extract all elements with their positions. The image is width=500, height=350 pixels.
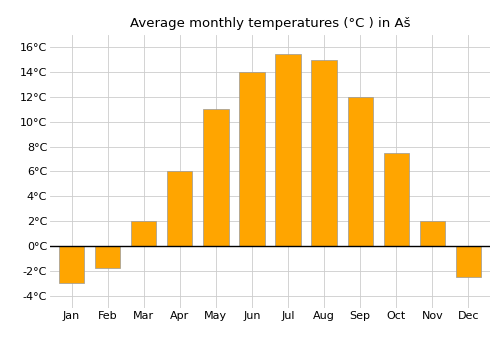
Bar bbox=[348, 97, 373, 246]
Title: Average monthly temperatures (°C ) in Aš: Average monthly temperatures (°C ) in Aš bbox=[130, 17, 410, 30]
Bar bbox=[204, 110, 229, 246]
Bar bbox=[131, 221, 156, 246]
Bar bbox=[167, 172, 192, 246]
Bar bbox=[420, 221, 445, 246]
Bar bbox=[59, 246, 84, 283]
Bar bbox=[276, 54, 300, 246]
Bar bbox=[384, 153, 409, 246]
Bar bbox=[456, 246, 481, 277]
Bar bbox=[312, 60, 336, 246]
Bar bbox=[95, 246, 120, 268]
Bar bbox=[240, 72, 264, 246]
